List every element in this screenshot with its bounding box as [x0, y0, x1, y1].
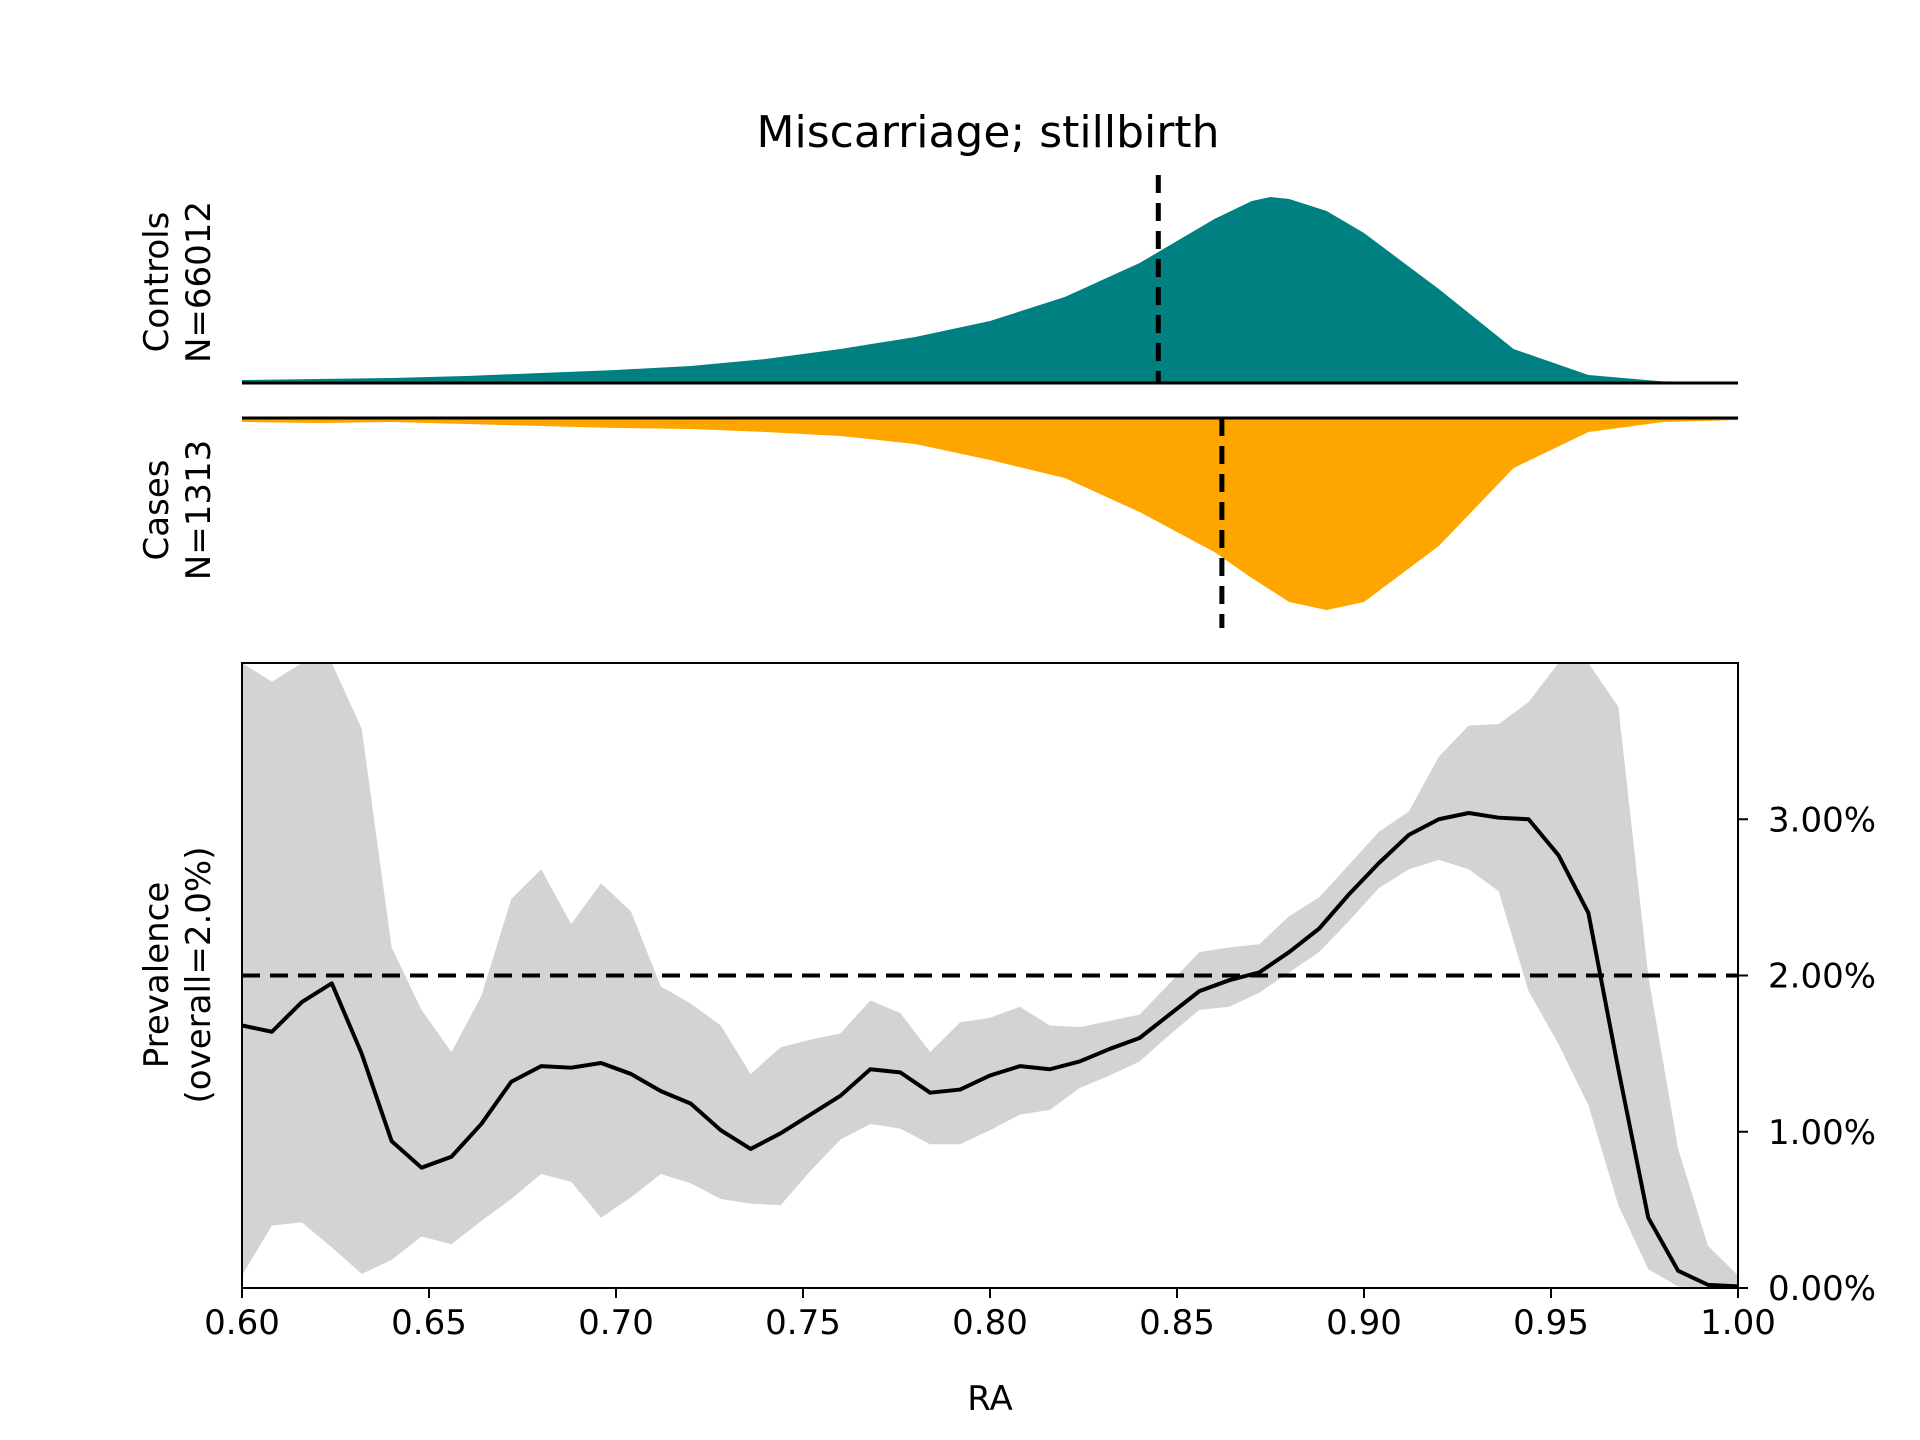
x-tick-label: 0.85 [1139, 1303, 1215, 1343]
cases-label-line-1: Cases [137, 460, 177, 561]
prevalence-line [242, 811, 1738, 1288]
x-tick-label: 0.75 [765, 1303, 841, 1343]
x-tick-label: 0.80 [952, 1303, 1028, 1343]
cases-density-area [242, 418, 1738, 610]
y-axis-right: 0.00% 1.00% 2.00% 3.00% [1738, 800, 1876, 1309]
y-tick-label: 3.00% [1768, 800, 1876, 840]
chart-title: Miscarriage; stillbirth [757, 107, 1220, 158]
controls-panel: Controls N=66012 [137, 175, 1738, 385]
x-tick-label: 0.95 [1513, 1303, 1589, 1343]
x-axis-label: RA [967, 1379, 1013, 1419]
controls-density-area [242, 197, 1738, 383]
x-tick-label: 0.60 [204, 1303, 280, 1343]
x-tick-label: 0.65 [391, 1303, 467, 1343]
y-tick-label: 2.00% [1768, 957, 1876, 997]
controls-label-line-1: Controls [137, 212, 177, 353]
cases-panel: Cases N=1313 [137, 416, 1738, 628]
prevalence-label-line-1: Prevalence [137, 882, 177, 1069]
x-tick-label: 1.00 [1700, 1303, 1776, 1343]
controls-label-line-2: N=66012 [179, 201, 219, 363]
cases-label-line-2: N=1313 [179, 440, 219, 580]
confidence-band [242, 663, 1738, 1288]
x-tick-label: 0.90 [1326, 1303, 1402, 1343]
y-tick-label: 0.00% [1768, 1269, 1876, 1309]
x-tick-label: 0.70 [578, 1303, 654, 1343]
y-tick-label: 1.00% [1768, 1113, 1876, 1153]
prevalence-label-line-2: (overall=2.0%) [179, 847, 219, 1104]
prevalence-panel: 0.60 0.65 0.70 0.75 0.80 0.85 0.90 0.95 1.00 0.0… [137, 662, 1876, 1419]
x-axis: 0.60 0.65 0.70 0.75 0.80 0.85 0.90 0.95 1.00 [204, 1288, 1776, 1343]
